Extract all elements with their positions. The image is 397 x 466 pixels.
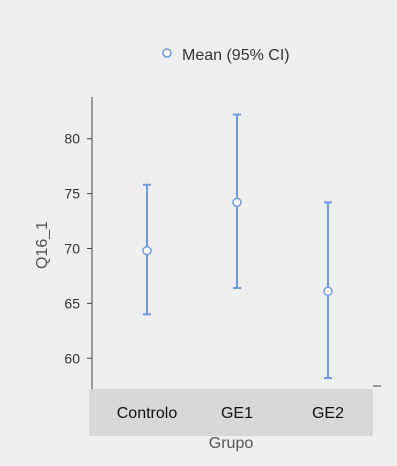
mean-point <box>232 197 242 208</box>
y-tick-label: 60 <box>64 350 80 366</box>
legend: Mean (95% CI) <box>162 47 290 64</box>
x-axis-title: Grupo <box>209 435 254 452</box>
legend-marker <box>162 48 172 58</box>
y-axis-title: Q16_1 <box>34 221 51 269</box>
mean-point <box>323 286 333 297</box>
x-category-label: GE2 <box>312 405 344 422</box>
category-band-background <box>89 389 373 436</box>
y-tick-label: 75 <box>64 186 80 202</box>
y-tick-label: 80 <box>64 131 80 147</box>
x-category-label: Controlo <box>117 405 178 422</box>
y-tick-label: 70 <box>64 240 80 256</box>
x-category-label: GE1 <box>221 405 253 422</box>
x-axis-category-band: Controlo GE1 GE2 <box>89 385 381 436</box>
error-bar-marks <box>142 113 333 380</box>
y-axis: 60 65 70 75 80 <box>64 97 93 389</box>
y-tick-label: 65 <box>64 295 80 311</box>
legend-label: Mean (95% CI) <box>182 47 290 64</box>
mean-point <box>142 245 152 256</box>
